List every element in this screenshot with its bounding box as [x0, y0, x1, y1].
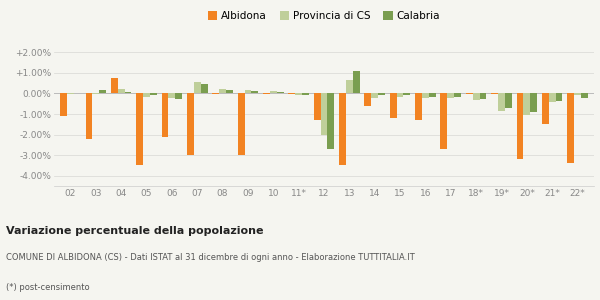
Bar [302, 93, 309, 95]
Bar [390, 93, 397, 118]
Bar [187, 93, 194, 155]
Bar [378, 93, 385, 95]
Bar [263, 93, 270, 94]
Bar [245, 90, 251, 93]
Bar [111, 78, 118, 93]
Bar [403, 93, 410, 95]
Bar [175, 93, 182, 99]
Bar [320, 93, 328, 135]
Bar [219, 89, 226, 93]
Bar [143, 93, 150, 97]
Bar [491, 93, 498, 94]
Bar [523, 93, 530, 115]
Bar [99, 90, 106, 93]
Bar [415, 93, 422, 120]
Bar [136, 93, 143, 165]
Legend: Albidona, Provincia di CS, Calabria: Albidona, Provincia di CS, Calabria [203, 7, 445, 25]
Text: COMUNE DI ALBIDONA (CS) - Dati ISTAT al 31 dicembre di ogni anno - Elaborazione : COMUNE DI ALBIDONA (CS) - Dati ISTAT al … [6, 254, 415, 262]
Bar [353, 71, 359, 93]
Bar [328, 93, 334, 149]
Bar [364, 93, 371, 106]
Bar [212, 93, 219, 94]
Bar [454, 93, 461, 97]
Bar [67, 93, 74, 94]
Bar [289, 93, 295, 94]
Bar [479, 93, 487, 99]
Bar [270, 92, 277, 93]
Bar [422, 93, 429, 98]
Bar [517, 93, 523, 159]
Bar [92, 93, 99, 94]
Bar [200, 84, 208, 93]
Bar [549, 93, 556, 102]
Bar [169, 93, 175, 98]
Bar [346, 80, 353, 93]
Bar [530, 93, 537, 112]
Bar [371, 93, 378, 98]
Bar [498, 93, 505, 111]
Bar [505, 93, 512, 108]
Bar [567, 93, 574, 164]
Text: (*) post-censimento: (*) post-censimento [6, 284, 89, 292]
Bar [161, 93, 169, 136]
Bar [466, 93, 473, 94]
Bar [314, 93, 320, 120]
Bar [194, 82, 200, 93]
Bar [60, 93, 67, 116]
Bar [238, 93, 245, 155]
Bar [277, 92, 284, 93]
Bar [574, 93, 581, 95]
Bar [473, 93, 479, 100]
Bar [556, 93, 562, 100]
Bar [251, 92, 258, 93]
Bar [542, 93, 549, 124]
Bar [86, 93, 92, 139]
Bar [397, 93, 403, 97]
Bar [125, 92, 131, 93]
Bar [440, 93, 448, 149]
Bar [150, 93, 157, 95]
Bar [429, 93, 436, 97]
Text: Variazione percentuale della popolazione: Variazione percentuale della popolazione [6, 226, 263, 236]
Bar [581, 93, 588, 98]
Bar [226, 90, 233, 93]
Bar [448, 93, 454, 98]
Bar [118, 89, 125, 93]
Bar [295, 93, 302, 95]
Bar [339, 93, 346, 165]
